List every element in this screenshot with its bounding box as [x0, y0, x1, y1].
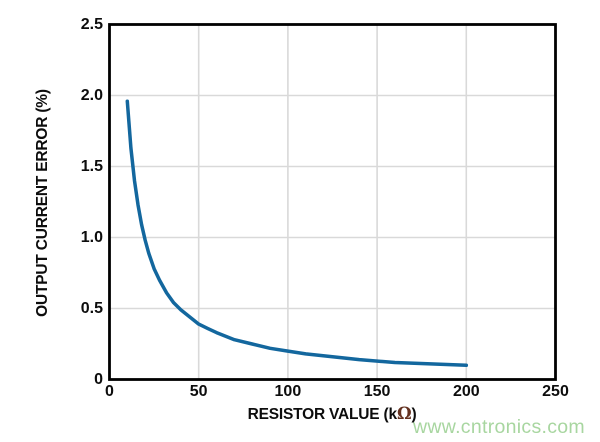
y-tick-label: 1.0: [80, 229, 103, 246]
x-tick-label: 200: [452, 383, 480, 400]
x-tick-label: 250: [542, 383, 569, 400]
data-curve: [125, 99, 469, 368]
y-tick-label: 2.0: [80, 87, 103, 104]
omega-symbol: Ω: [396, 404, 412, 423]
y-tick-label: 2.5: [80, 16, 103, 33]
x-axis-title: RESISTOR VALUE (kΩ): [248, 404, 417, 424]
x-axis-title-close-paren: ): [411, 406, 417, 423]
x-tick-label: 100: [274, 383, 302, 400]
y-axis-title: OUTPUT CURRENT ERROR (%): [34, 89, 51, 317]
x-tick-label: 0: [105, 383, 114, 400]
plot-border: [108, 23, 557, 381]
y-tick-label: 0: [94, 371, 103, 388]
x-axis-title-text: RESISTOR VALUE (k: [247, 406, 398, 423]
y-tick-label: 1.5: [80, 158, 103, 175]
x-tick-label: 50: [189, 383, 208, 400]
x-tick-label: 150: [363, 383, 391, 400]
y-tick-label: 0.5: [80, 300, 103, 317]
watermark-cntronics: www.cntronics.com: [413, 416, 585, 438]
